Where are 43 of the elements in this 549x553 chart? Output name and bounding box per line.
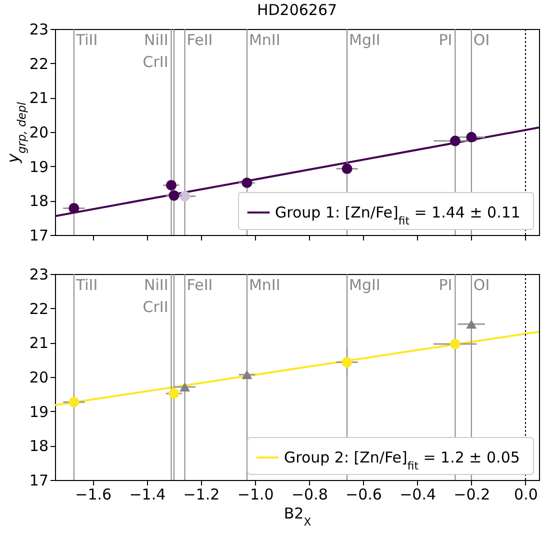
ref-line-label: MgII <box>349 276 380 294</box>
x-tick-label: −0.4 <box>400 486 436 504</box>
ref-line-label: CrII <box>142 53 168 71</box>
y-tick-label: 19 <box>29 158 48 176</box>
ref-line-label: OI <box>473 31 490 49</box>
y-tick-label: 21 <box>29 89 48 108</box>
y-tick-label: 20 <box>29 368 48 386</box>
chart-title: HD206267 <box>256 1 338 19</box>
y-tick-label: 17 <box>29 472 48 490</box>
y-tick-label: 20 <box>29 124 48 142</box>
ref-line-label: MgII <box>349 31 380 49</box>
legend-label: Group 1: [Zn/Fe]$_{fit}$ = 1.44 ± 0.11 <box>275 204 520 227</box>
x-tick-label: −1.6 <box>75 486 112 504</box>
y-tick-label: 23 <box>29 266 48 284</box>
y-tick-label: 23 <box>29 20 48 38</box>
x-tick-label: −0.8 <box>291 486 328 504</box>
y-tick-label: 22 <box>29 54 48 73</box>
x-tick-label: −1.0 <box>237 486 274 504</box>
ref-line-label: FeII <box>186 276 213 294</box>
ref-line-label: MnII <box>248 276 280 294</box>
x-tick-label: −1.2 <box>183 486 220 504</box>
x-tick-label: −1.4 <box>129 486 166 504</box>
ref-line-label: CrII <box>142 298 168 316</box>
y-tick-label: 19 <box>29 402 48 421</box>
x-axis-title: B2$_{X}$ <box>284 504 312 528</box>
ref-line-label: PI <box>438 31 452 49</box>
y-tick-label: 17 <box>29 226 48 244</box>
y-tick-label: 18 <box>29 192 48 210</box>
y-tick-label: 22 <box>29 300 48 318</box>
ref-line-label: FeII <box>186 31 213 49</box>
ref-line-label: PI <box>438 276 452 294</box>
y-tick-label: 21 <box>29 334 48 352</box>
x-tick-label: −0.2 <box>454 486 490 504</box>
x-tick-label: 0.0 <box>514 486 538 504</box>
x-tick-label: −0.6 <box>346 486 382 504</box>
ref-line-label: OI <box>473 276 490 294</box>
ref-line-label: MnII <box>248 31 280 49</box>
legend-label: Group 2: [Zn/Fe]$_{fit}$ = 1.2 ± 0.05 <box>284 448 520 472</box>
ref-line-label: TiII <box>74 276 98 294</box>
ref-line-label: NiII <box>144 31 168 49</box>
ref-line-label: TiII <box>74 31 98 49</box>
y-tick-label: 18 <box>29 437 48 456</box>
ref-line-label: NiII <box>144 276 168 294</box>
